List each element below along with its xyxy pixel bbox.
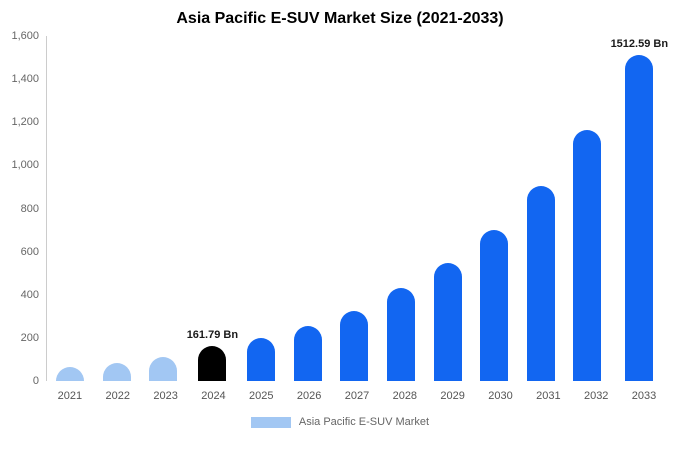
x-label-2027: 2027: [344, 390, 370, 402]
plot-area: 161.79 Bn 1512.59 Bn: [46, 36, 668, 381]
legend: Asia Pacific E-SUV Market: [0, 416, 680, 428]
bar-2024: [198, 346, 227, 381]
y-tick-label: 400: [20, 288, 39, 301]
x-label-2033: 2033: [631, 390, 657, 402]
bar-2023: [149, 357, 178, 381]
bar-2031: [526, 185, 555, 381]
bar-2033: [625, 54, 654, 381]
chart-region: 0 200 400 600 800 1,000 1,200 1,400 1,600 161.79…: [0, 30, 680, 387]
x-label-2031: 2031: [536, 390, 561, 402]
y-axis: 0 200 400 600 800 1,000 1,200 1,400 1,600: [0, 30, 46, 387]
chart-title: Asia Pacific E-SUV Market Size (2021-203…: [176, 10, 504, 27]
x-label-2030: 2030: [488, 390, 513, 402]
y-tick-label: 1,000: [11, 159, 39, 172]
y-tick-label: 1,400: [11, 73, 39, 86]
bar-annotation-2024: 161.79 Bn: [186, 329, 239, 342]
bar-col-2030: [471, 36, 518, 381]
x-axis-labels: 2021 2022 2023 2024 2025 2026 2027 2028 2029 2030…: [46, 390, 680, 402]
bar-col-2031: [517, 36, 564, 381]
bar-col-2024: 161.79 Bn: [187, 36, 238, 381]
y-tick-label: 800: [20, 202, 39, 215]
bar-col-2021: [47, 36, 94, 381]
x-label-2026: 2026: [296, 390, 322, 402]
bar-2027: [340, 310, 369, 381]
bar-annotation-2033: 1512.59 Bn: [610, 37, 669, 50]
y-tick-label: 1,600: [11, 30, 39, 42]
bar-col-2032: [564, 36, 611, 381]
x-label-2024: 2024: [201, 390, 226, 402]
x-label-2025: 2025: [249, 390, 274, 402]
bar-col-2023: [140, 36, 187, 381]
bar-2032: [573, 129, 602, 381]
bar-col-2028: [378, 36, 425, 381]
bar-2030: [480, 230, 509, 381]
x-label-2028: 2028: [392, 390, 418, 402]
bar-col-2027: [331, 36, 378, 381]
bar-2028: [387, 288, 416, 381]
bar-col-2022: [94, 36, 141, 381]
y-tick-label: 600: [20, 245, 39, 258]
x-label-2022: 2022: [105, 390, 130, 402]
x-label-2032: 2032: [583, 390, 609, 402]
bar-col-2029: [424, 36, 471, 381]
legend-label: Asia Pacific E-SUV Market: [298, 416, 430, 428]
y-tick-label: 200: [20, 331, 39, 344]
bar-2029: [433, 263, 462, 381]
x-label-2021: 2021: [57, 390, 83, 402]
bar-2025: [247, 337, 276, 381]
bar-2026: [293, 326, 322, 381]
bar-col-2025: [238, 36, 285, 381]
x-label-2029: 2029: [440, 390, 465, 402]
bar-2022: [102, 362, 131, 381]
bar-col-2026: [285, 36, 332, 381]
x-label-2023: 2023: [153, 390, 178, 402]
bar-col-2033: 1512.59 Bn: [611, 36, 668, 381]
bar-2021: [56, 366, 85, 381]
y-tick-label: 0: [32, 375, 39, 387]
legend-swatch-icon: [250, 416, 291, 428]
y-tick-label: 1,200: [11, 116, 39, 129]
